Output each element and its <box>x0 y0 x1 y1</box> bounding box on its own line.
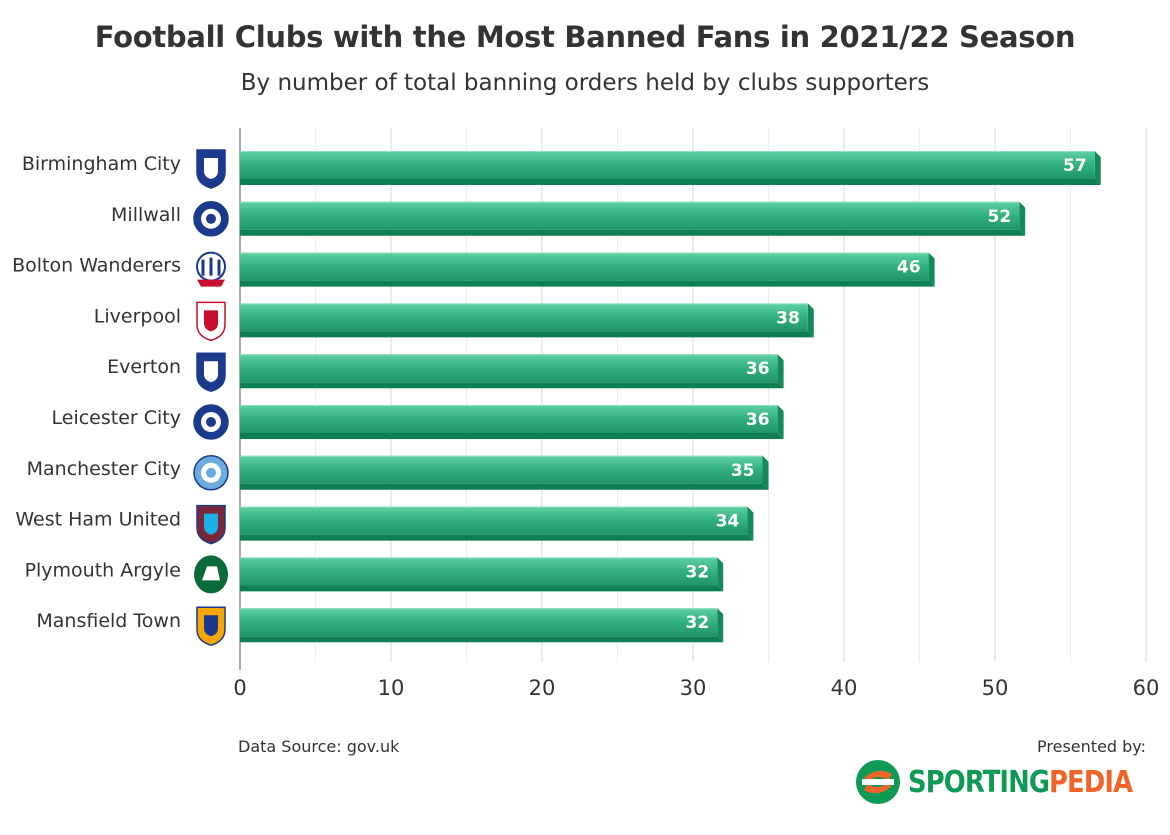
bolton-wanderers-crest-icon <box>196 251 226 287</box>
value-label: 57 <box>1063 156 1087 176</box>
presented-by: Presented by: <box>1037 737 1146 756</box>
everton-crest-icon <box>196 352 226 392</box>
birmingham-city-crest-icon <box>196 149 226 189</box>
liverpool-crest-icon <box>196 301 226 342</box>
data-source: Data Source: gov.uk <box>238 737 400 756</box>
bar <box>240 455 763 484</box>
bar-end-face <box>777 354 784 389</box>
category-label: Mansfield Town <box>36 610 181 632</box>
category-label: Bolton Wanderers <box>12 255 181 277</box>
bar-group: 36 <box>240 405 784 439</box>
bar <box>240 608 718 637</box>
bars: 57 52 46 38 36 36 35 34 32 32 <box>240 151 1101 643</box>
value-label: 52 <box>988 207 1012 227</box>
club-crests <box>193 149 229 646</box>
bar-bottom-face <box>240 483 769 490</box>
millwall-crest-icon <box>193 201 229 237</box>
bar-end-face <box>928 252 935 287</box>
chart-title: Football Clubs with the Most Banned Fans… <box>94 20 1076 54</box>
category-label: Leicester City <box>52 407 181 429</box>
value-label: 36 <box>746 410 770 430</box>
bar-bottom-face <box>240 585 724 592</box>
x-tick-label: 0 <box>233 676 246 700</box>
bar-end-face <box>762 455 769 490</box>
bar-end-face <box>747 506 754 541</box>
bar-bottom-face <box>240 331 814 338</box>
bar-group: 46 <box>240 252 935 287</box>
bar <box>240 151 1095 179</box>
bar <box>240 405 778 433</box>
category-label: Millwall <box>111 204 181 226</box>
brand-text-sporting: SPORTING <box>908 764 1050 800</box>
bar <box>240 303 808 332</box>
bar-group: 32 <box>240 557 724 592</box>
x-tick-label: 60 <box>1133 676 1160 700</box>
value-label: 38 <box>776 308 800 328</box>
bar-bottom-face <box>240 280 935 287</box>
bar-bottom-face <box>240 534 754 541</box>
sportingpedia-logo: SPORTING PEDIA <box>854 756 1146 808</box>
category-label: Liverpool <box>94 305 181 327</box>
category-labels: Birmingham City Millwall Bolton Wanderers L… <box>12 153 181 632</box>
bar-group: 34 <box>240 506 754 541</box>
bar-group: 57 <box>240 151 1101 185</box>
chart-subtitle: By number of total banning orders held b… <box>240 70 930 96</box>
bar-group: 32 <box>240 608 724 643</box>
value-label: 46 <box>897 258 921 278</box>
leicester-city-crest-icon <box>193 404 229 440</box>
bar-bottom-face <box>240 229 1026 236</box>
sportingpedia-s-icon <box>856 760 901 804</box>
bar-end-face <box>717 608 724 643</box>
bar-end-face <box>777 405 784 439</box>
bar-end-face <box>717 557 724 592</box>
category-label: Plymouth Argyle <box>25 559 181 581</box>
value-label: 36 <box>746 359 770 379</box>
plymouth-argyle-crest-icon <box>194 555 228 594</box>
category-label: Everton <box>107 356 181 378</box>
x-tick-label: 20 <box>529 676 556 700</box>
x-axis-ticks: 0 10 20 30 40 50 60 <box>233 676 1159 700</box>
bar-bottom-face <box>240 382 784 389</box>
west-ham-united-crest-icon <box>196 504 226 545</box>
bar-group: 52 <box>240 201 1026 236</box>
bar-group: 36 <box>240 354 784 389</box>
category-label: West Ham United <box>15 509 181 531</box>
category-label: Birmingham City <box>22 153 181 175</box>
x-tick-label: 40 <box>831 676 858 700</box>
bar <box>240 354 778 383</box>
value-label: 34 <box>716 512 740 532</box>
value-label: 32 <box>686 613 710 633</box>
value-label: 32 <box>686 562 710 582</box>
x-tick-label: 50 <box>982 676 1009 700</box>
manchester-city-crest-icon <box>193 455 229 491</box>
bar <box>240 201 1020 230</box>
bar-end-face <box>1019 201 1026 236</box>
category-label: Manchester City <box>27 458 181 480</box>
x-tick-label: 30 <box>680 676 707 700</box>
bar <box>240 506 748 535</box>
mansfield-town-crest-icon <box>196 606 226 646</box>
bar-bottom-face <box>240 433 784 439</box>
bar-end-face <box>1094 151 1101 185</box>
bar <box>240 252 929 281</box>
bar-end-face <box>807 303 814 338</box>
brand-text-pedia: PEDIA <box>1049 764 1133 800</box>
value-label: 35 <box>731 461 755 481</box>
bar-group: 35 <box>240 455 769 490</box>
bar-group: 38 <box>240 303 814 338</box>
bar-bottom-face <box>240 636 724 643</box>
bar <box>240 557 718 586</box>
x-tick-label: 10 <box>378 676 405 700</box>
bar-bottom-face <box>240 179 1101 185</box>
